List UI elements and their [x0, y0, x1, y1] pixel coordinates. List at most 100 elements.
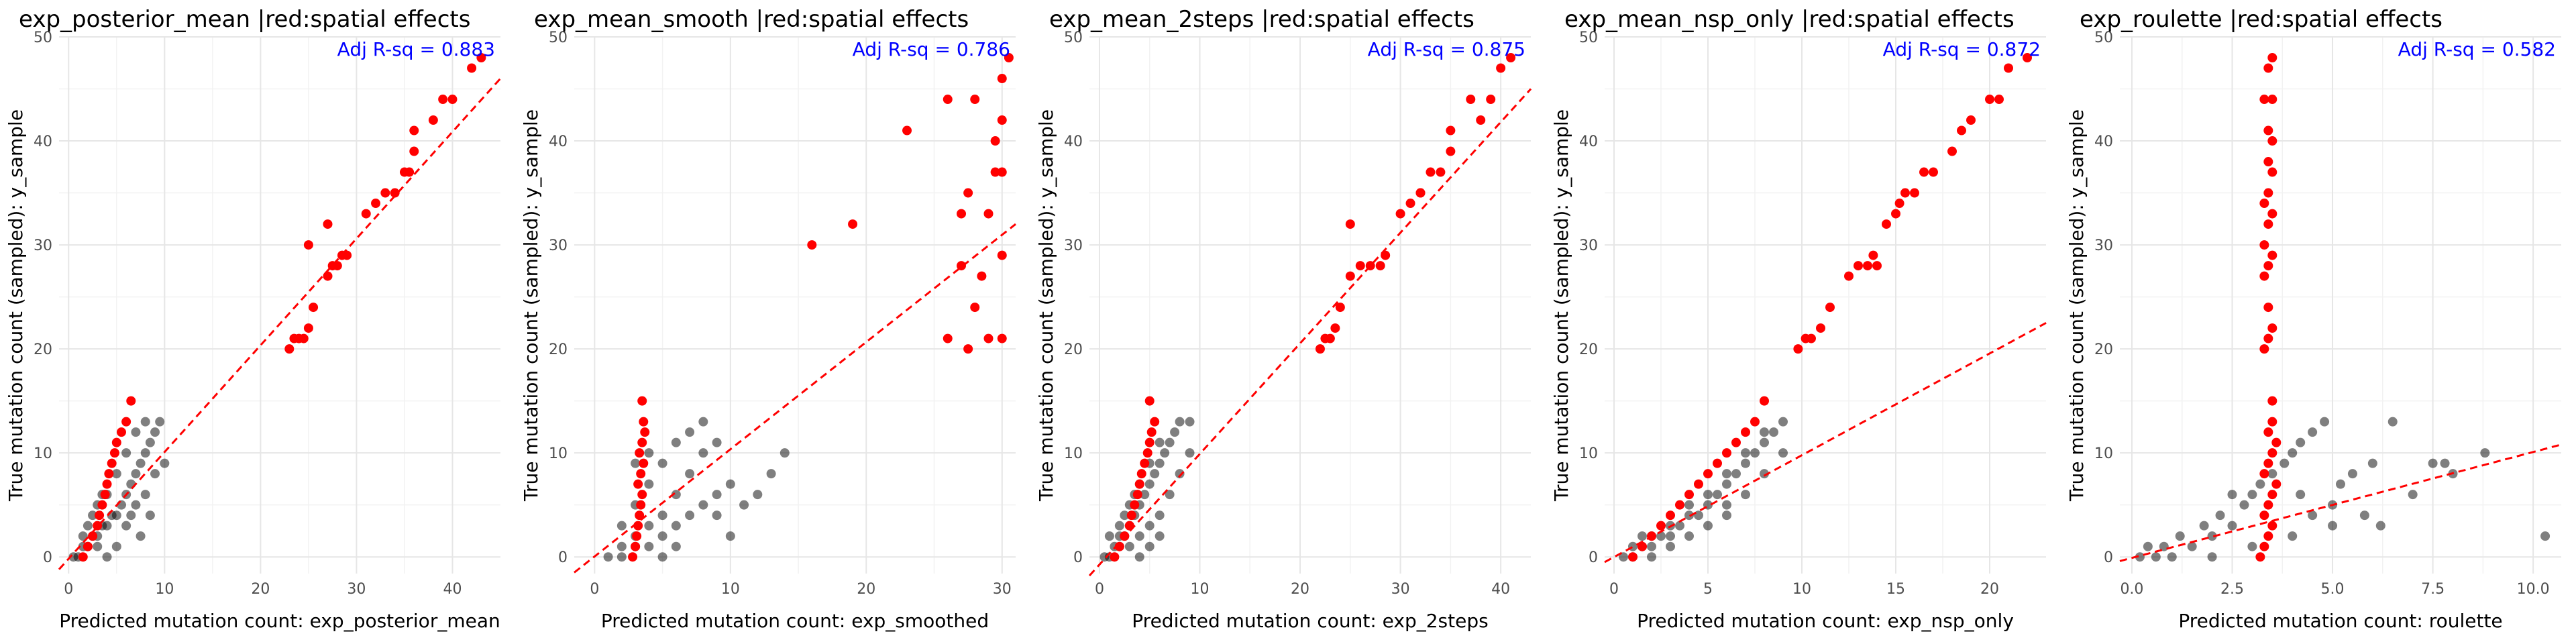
black-points-series [603, 417, 790, 562]
scatter-point [1966, 115, 1976, 125]
scatter-point [685, 427, 695, 437]
y-tick-label: 50 [1064, 30, 1083, 46]
scatter-point [1446, 125, 1456, 136]
y-tick-label: 10 [549, 445, 568, 462]
scatter-point [2267, 323, 2277, 333]
scatter-point [1170, 427, 1180, 437]
scatter-point [963, 188, 973, 198]
scatter-point [2259, 271, 2269, 281]
scatter-point [2375, 521, 2385, 531]
scatter-point [2247, 490, 2257, 500]
scatter-point [1647, 541, 1656, 551]
scatter-point [1134, 531, 1144, 541]
scatter-point [1126, 511, 1136, 521]
scatter-point [977, 271, 987, 281]
scatter-point [1666, 531, 1675, 541]
scatter-point [1666, 541, 1675, 551]
scatter-point [1741, 448, 1750, 458]
scatter-point [1619, 552, 1628, 562]
scatter-point [712, 490, 722, 500]
scatter-point [635, 511, 645, 521]
scatter-point [1165, 490, 1175, 500]
scatter-point [2259, 199, 2269, 209]
scatter-point [2347, 469, 2357, 479]
scatter-point [2263, 531, 2273, 541]
scatter-point [1868, 250, 1878, 260]
chart-title: exp_mean_nsp_only |red:spatial effects [1564, 6, 2015, 33]
scatter-point [2267, 469, 2277, 479]
scatter-point [698, 417, 708, 427]
scatter-point [671, 521, 681, 531]
scatter-point [1395, 209, 1405, 219]
y-tick-label: 50 [1579, 30, 1598, 46]
scatter-point [1345, 271, 1355, 281]
scatter-point [2267, 521, 2277, 531]
scatter-point [2207, 531, 2217, 541]
scatter-point [145, 437, 155, 447]
scatter-point [997, 167, 1007, 177]
scatter-point [2259, 240, 2269, 250]
scatter-point [2267, 396, 2277, 406]
scatter-point [1713, 458, 1722, 468]
scatter-point [1741, 490, 1750, 500]
scatter-point [1863, 261, 1872, 271]
fit-line [574, 223, 1016, 574]
chart-panel-3: 0 10 20 30 40 0 10 20 30 40 50 Adj R-sq = 0.875 exp_… [1035, 6, 1532, 632]
chart-title: exp_posterior_mean |red:spatial effects [19, 6, 470, 33]
fit-line [1604, 322, 2047, 564]
black-points-series [68, 417, 170, 562]
scatter-point [1722, 511, 1731, 521]
scatter-point [848, 219, 858, 229]
y-tick-label: 30 [2094, 237, 2113, 254]
scatter-point [136, 458, 146, 468]
scatter-point [93, 541, 103, 551]
x-axis-label: Predicted mutation count: exp_2steps [1132, 610, 1488, 632]
scatter-point [2387, 417, 2398, 427]
scatter-point [2279, 458, 2290, 468]
scatter-point [1666, 511, 1675, 521]
scatter-point [323, 271, 333, 281]
scatter-point [1155, 458, 1165, 468]
scatter-point [1496, 63, 1506, 73]
x-tick-label: 15 [1886, 581, 1905, 598]
scatter-point [1703, 469, 1713, 479]
scatter-point [2296, 490, 2306, 500]
scatter-point [1722, 479, 1731, 489]
scatter-point [1656, 521, 1666, 531]
scatter-point [2239, 500, 2249, 510]
fit-line [2119, 443, 2562, 562]
x-tick-label: 0 [1095, 581, 1104, 598]
scatter-point [698, 500, 708, 510]
y-tick-label: 30 [1064, 237, 1083, 254]
scatter-point [1134, 552, 1144, 562]
scatter-point [712, 437, 722, 447]
scatter-point [2336, 479, 2345, 489]
x-axis-label: Predicted mutation count: roulette [2178, 610, 2502, 632]
scatter-point [428, 115, 438, 125]
scatter-point [1769, 427, 1778, 437]
scatter-point [1486, 95, 1496, 105]
scatter-point [1816, 323, 1825, 333]
scatter-point [657, 511, 667, 521]
scatter-point [1144, 479, 1155, 489]
scatter-point [1150, 469, 1160, 479]
scatter-point [753, 490, 763, 500]
scatter-point [636, 469, 646, 479]
scatter-point [323, 219, 333, 229]
scatter-point [1155, 437, 1165, 447]
scatter-point [1120, 511, 1130, 521]
scatter-point [1110, 552, 1120, 562]
y-axis-label: True mutation count (sampled): y_sample [2065, 109, 2088, 502]
scatter-point [155, 417, 165, 427]
scatter-point [2359, 511, 2369, 521]
scatter-point [1144, 437, 1155, 447]
scatter-point [2263, 157, 2273, 167]
scatter-point [657, 552, 667, 562]
scatter-point [1684, 490, 1694, 500]
scatter-point [2263, 188, 2273, 198]
scatter-point [1684, 500, 1694, 510]
scatter-point [2167, 552, 2177, 562]
scatter-point [1731, 469, 1741, 479]
scatter-point [807, 240, 817, 250]
scatter-point [467, 63, 477, 73]
